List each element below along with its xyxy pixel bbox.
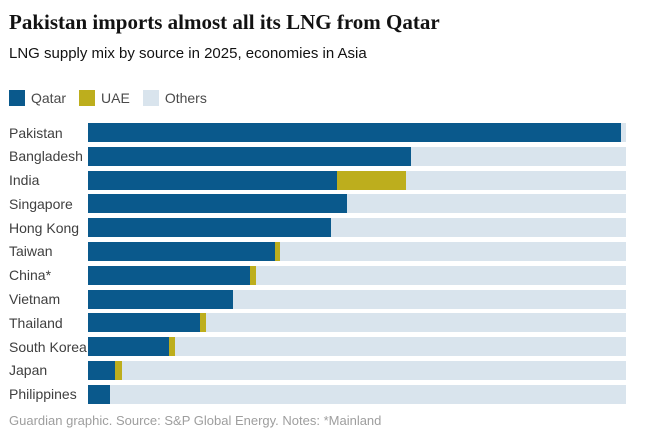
qatar-segment bbox=[88, 265, 250, 285]
bar-track bbox=[88, 194, 626, 214]
chart-subtitle: LNG supply mix by source in 2025, econom… bbox=[9, 45, 367, 62]
qatar-segment bbox=[88, 337, 170, 357]
country-label: Philippines bbox=[9, 386, 77, 403]
bar-row: Philippines bbox=[9, 384, 669, 404]
bar-track bbox=[88, 170, 626, 190]
uae-segment bbox=[249, 265, 257, 285]
country-label: Japan bbox=[9, 362, 48, 379]
uae-segment bbox=[275, 241, 281, 261]
bar-row: Thailand bbox=[9, 313, 669, 333]
qatar-segment bbox=[88, 289, 234, 309]
bar-row: South Korea bbox=[9, 337, 669, 357]
bar-track bbox=[88, 360, 626, 380]
source-note: Guardian graphic. Source: S&P Global Ene… bbox=[9, 412, 382, 428]
qatar-segment bbox=[88, 218, 331, 238]
bar-row: Hong Kong bbox=[9, 218, 669, 238]
country-label: Taiwan bbox=[9, 243, 53, 260]
uae-swatch-icon bbox=[79, 90, 96, 106]
qatar-segment bbox=[88, 123, 622, 142]
legend-item-uae: UAE bbox=[79, 90, 130, 106]
bar-row: Japan bbox=[9, 360, 669, 380]
bar-track bbox=[88, 218, 626, 238]
country-label: Pakistan bbox=[9, 124, 63, 141]
bar-row: Pakistan bbox=[9, 123, 669, 142]
qatar-segment bbox=[88, 313, 200, 333]
qatar-segment bbox=[88, 384, 111, 404]
bar-row: China* bbox=[9, 265, 669, 285]
legend-item-qatar: Qatar bbox=[9, 90, 66, 106]
legend: Qatar UAE Others bbox=[9, 90, 669, 106]
qatar-segment bbox=[88, 360, 115, 380]
bar-row: Vietnam bbox=[9, 289, 669, 309]
bar-track bbox=[88, 265, 626, 285]
uae-segment bbox=[199, 313, 206, 333]
qatar-segment bbox=[88, 241, 276, 261]
qatar-segment bbox=[88, 146, 411, 166]
qatar-segment bbox=[88, 170, 338, 190]
country-label: Vietnam bbox=[9, 291, 61, 308]
country-label: Thailand bbox=[9, 314, 63, 331]
bar-row: Singapore bbox=[9, 194, 669, 214]
chart-title: Pakistan imports almost all its LNG from… bbox=[9, 10, 440, 34]
bar-track bbox=[88, 146, 626, 166]
bar-track bbox=[88, 289, 626, 309]
bar-chart: Pakistan Bangladesh India Singapore Hong Kon… bbox=[9, 123, 669, 404]
uae-segment bbox=[337, 170, 407, 190]
legend-item-others: Others bbox=[142, 90, 207, 106]
country-label: Singapore bbox=[9, 195, 73, 212]
country-label: Bangladesh bbox=[9, 148, 83, 165]
country-label: South Korea bbox=[9, 338, 87, 355]
qatar-swatch-icon bbox=[9, 90, 25, 106]
country-label: India bbox=[9, 172, 40, 189]
bar-track bbox=[88, 313, 626, 333]
bar-track bbox=[88, 123, 626, 142]
bar-track bbox=[88, 241, 626, 261]
bar-row: Bangladesh bbox=[9, 146, 669, 166]
bar-row: Taiwan bbox=[9, 241, 669, 261]
country-label: China* bbox=[9, 267, 52, 284]
uae-segment bbox=[169, 337, 176, 357]
bar-track bbox=[88, 337, 626, 357]
bar-track bbox=[88, 384, 626, 404]
qatar-segment bbox=[88, 194, 347, 214]
legend-label: UAE bbox=[101, 90, 130, 106]
others-swatch-icon bbox=[142, 90, 159, 106]
legend-label: Others bbox=[164, 90, 207, 106]
bar-row: India bbox=[9, 170, 669, 190]
country-label: Hong Kong bbox=[9, 219, 80, 236]
uae-segment bbox=[114, 360, 123, 380]
legend-label: Qatar bbox=[31, 90, 67, 106]
